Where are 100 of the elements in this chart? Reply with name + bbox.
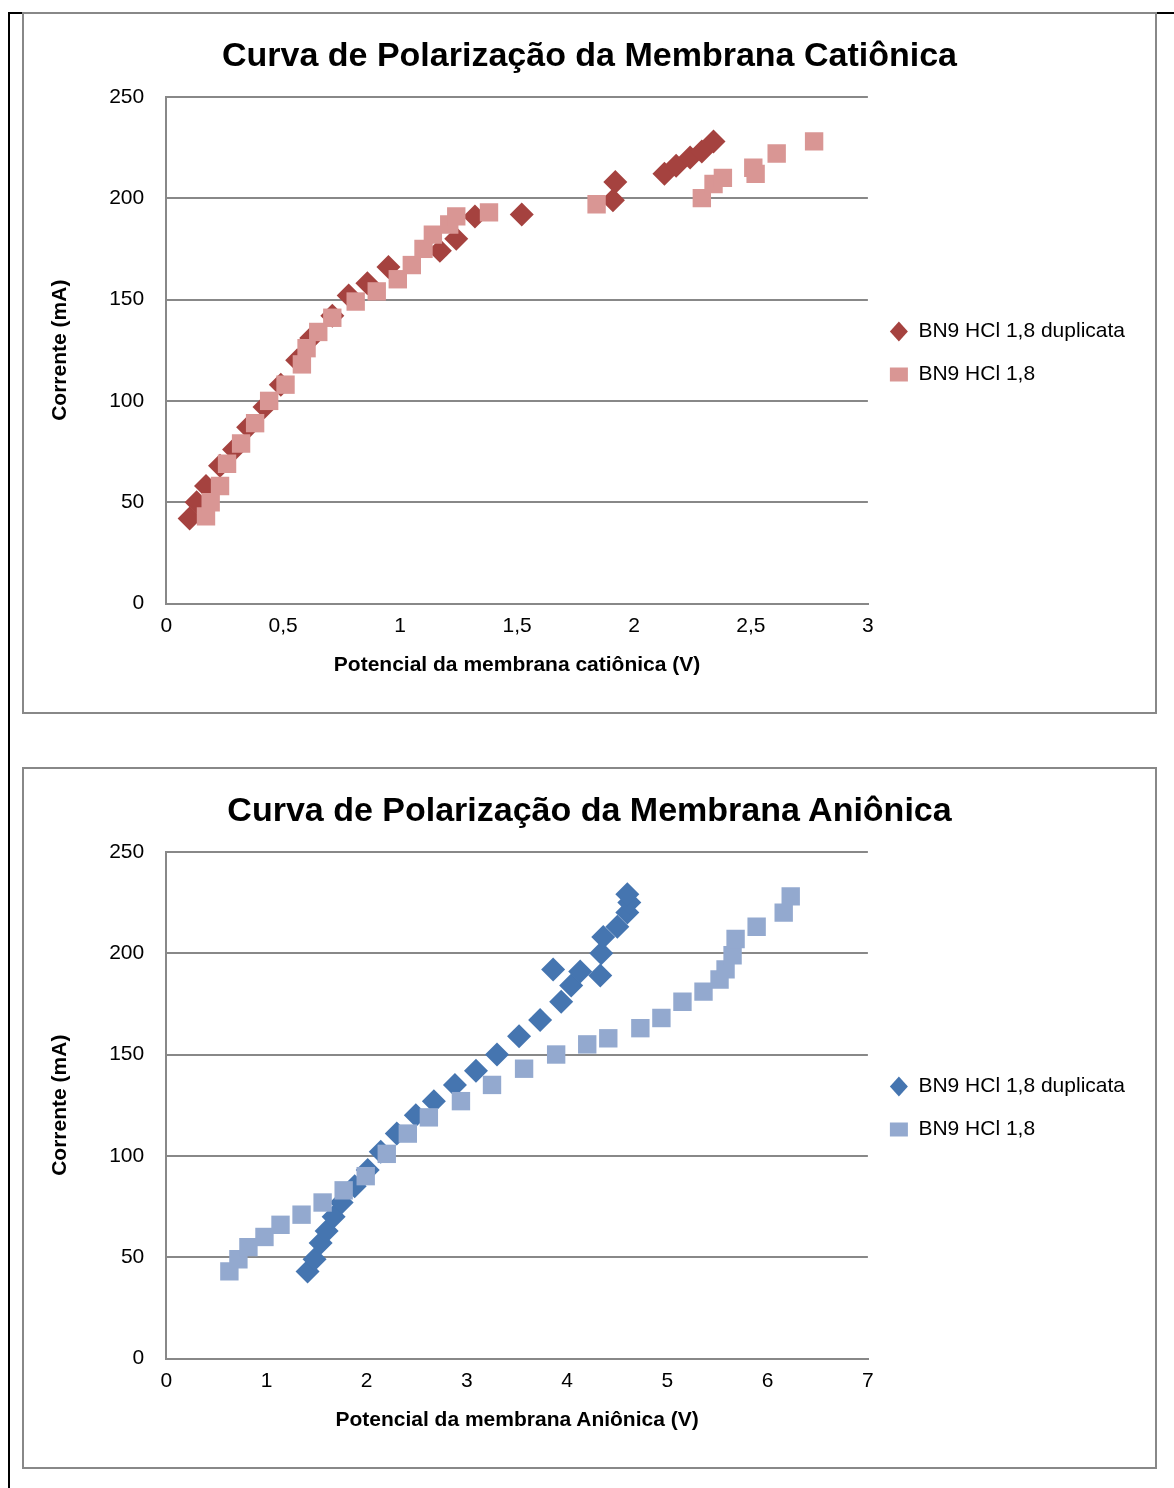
legend-label: BN9 HCl 1,8 duplicata <box>918 318 1126 342</box>
point <box>423 225 443 244</box>
point <box>589 941 614 966</box>
point <box>482 1075 502 1095</box>
y-axis-title: Corrente (mA) <box>47 279 71 421</box>
point <box>664 153 689 178</box>
y-tick-label: 250 <box>109 838 145 862</box>
point <box>309 322 328 342</box>
point <box>528 1008 553 1033</box>
point <box>723 946 742 965</box>
point <box>447 207 466 226</box>
point <box>746 164 765 184</box>
point <box>292 355 312 374</box>
x-tick-label: 2 <box>360 1368 373 1391</box>
x-tick-label: 1 <box>260 1368 273 1391</box>
point <box>694 982 713 1001</box>
x-axis-title: Potencial da membrana catiônica (V) <box>333 652 701 676</box>
point <box>804 132 824 151</box>
point <box>292 1205 311 1224</box>
point <box>201 493 220 512</box>
y-tick-label: 100 <box>109 387 145 411</box>
x-tick-label: 6 <box>761 1368 774 1391</box>
point <box>605 914 630 939</box>
y-tick-label: 50 <box>120 489 145 513</box>
point <box>414 239 433 259</box>
point <box>313 1193 332 1212</box>
point <box>652 1008 671 1028</box>
x-tick-label: 0,5 <box>268 613 298 636</box>
x-tick-label: 5 <box>661 1368 674 1391</box>
point <box>302 1247 327 1272</box>
y-tick-label: 0 <box>132 590 145 614</box>
point <box>767 144 786 163</box>
point <box>587 195 606 214</box>
chart-title: Curva de Polarização da Membrana Catiônica <box>221 34 959 73</box>
point <box>463 1058 488 1083</box>
x-tick-label: 1 <box>394 613 406 636</box>
point <box>514 1059 534 1078</box>
y-tick-label: 150 <box>109 1041 145 1065</box>
point <box>419 1108 439 1127</box>
point <box>388 270 407 289</box>
legend-label: BN9 HCl 1,8 duplicata <box>918 1073 1126 1097</box>
point <box>297 338 316 358</box>
x-tick-label: 3 <box>862 613 874 636</box>
point <box>398 1124 417 1143</box>
point <box>599 1029 618 1048</box>
point <box>210 476 230 496</box>
point <box>591 924 616 949</box>
x-tick-label: 2,5 <box>736 613 766 636</box>
y-tick-label: 50 <box>120 1244 145 1268</box>
legend-label: BN9 HCl 1,8 <box>918 1116 1036 1140</box>
point <box>781 887 800 906</box>
point <box>588 963 613 988</box>
point <box>231 434 251 453</box>
point <box>546 1045 566 1064</box>
point <box>259 391 279 411</box>
point <box>276 375 295 394</box>
point <box>442 1072 467 1097</box>
point <box>701 129 726 154</box>
point <box>631 1018 650 1038</box>
chart-title: Curva de Polarização da Membrana Aniônica <box>227 789 953 828</box>
point <box>509 202 534 227</box>
point <box>568 959 593 984</box>
x-tick-label: 2 <box>628 613 640 636</box>
point <box>451 1091 471 1111</box>
point <box>559 973 584 998</box>
point <box>479 203 499 222</box>
x-tick-label: 0 <box>160 613 173 636</box>
x-tick-label: 7 <box>862 1368 874 1391</box>
y-tick-label: 200 <box>109 184 145 208</box>
point <box>726 929 745 949</box>
x-tick-label: 1,5 <box>502 613 532 636</box>
point <box>578 1035 597 1054</box>
point <box>603 169 628 194</box>
point <box>314 1218 339 1243</box>
x-axis-title: Potencial da membrana Aniônica (V) <box>335 1407 699 1431</box>
y-tick-label: 250 <box>109 83 145 107</box>
point <box>747 917 766 936</box>
point <box>541 957 566 982</box>
y-tick-label: 150 <box>109 286 145 310</box>
y-axis-title: Corrente (mA) <box>47 1034 71 1176</box>
point <box>507 1024 532 1049</box>
point <box>217 454 237 473</box>
point <box>255 1227 274 1247</box>
point <box>673 992 692 1012</box>
y-tick-label: 100 <box>109 1142 145 1166</box>
point <box>334 1181 353 1200</box>
point <box>774 903 793 922</box>
x-tick-label: 3 <box>461 1368 473 1391</box>
point <box>271 1215 290 1234</box>
point <box>356 1166 375 1186</box>
x-tick-label: 4 <box>561 1368 574 1391</box>
point <box>321 1204 346 1229</box>
point <box>402 255 422 275</box>
point <box>239 1237 258 1257</box>
legend-label: BN9 HCl 1,8 <box>918 361 1036 385</box>
point <box>346 292 365 311</box>
y-tick-label: 0 <box>132 1345 145 1369</box>
point <box>549 989 574 1014</box>
point <box>377 1144 396 1164</box>
x-tick-label: 0 <box>160 1368 173 1391</box>
